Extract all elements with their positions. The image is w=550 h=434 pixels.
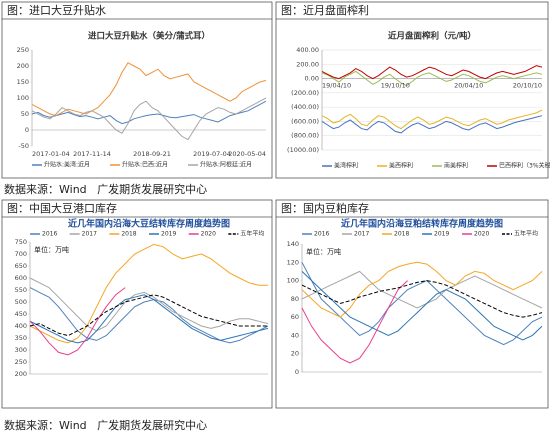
y-tick-label: 140 — [287, 240, 299, 248]
chart-title: 近月盘面榨利（元/吨） — [388, 31, 476, 42]
y-tick-label: 250 — [15, 358, 27, 366]
y-tick-label: 200 — [17, 62, 29, 70]
series-line — [29, 294, 268, 337]
series-line — [301, 280, 543, 318]
panel-border — [1, 199, 273, 409]
series-line — [301, 280, 408, 364]
series-line — [321, 109, 543, 130]
chart-title: 近几年国内沿海豆粕结转库存周度趋势图 — [341, 218, 503, 230]
y-tick-label: 40 — [291, 331, 299, 339]
y-tick-label: (600.00) — [291, 117, 319, 125]
source-note: 数据来源：Wind 广发期货发展研究中心 — [4, 418, 207, 432]
y-tick-label: 120 — [287, 258, 299, 266]
x-tick-label: 2017-01-04 — [32, 150, 70, 158]
chart-title: 进口大豆升贴水（美分/蒲式耳） — [88, 31, 210, 42]
y-tick-label: 80 — [291, 295, 299, 303]
y-tick-label: 200 — [15, 370, 27, 378]
x-tick-label: 2017-11-14 — [73, 150, 111, 158]
series-line — [301, 261, 543, 318]
chart-title: 近几年国内沿海大豆结转库存周度趋势图 — [68, 218, 230, 230]
y-tick-label: 200.00 — [296, 60, 319, 68]
legend-label: 升贴水:美湾:近月 — [44, 161, 90, 169]
y-tick-label: 650 — [15, 262, 27, 270]
legend-label: 升贴水:阿根廷:近月 — [200, 161, 252, 169]
unit-label: 单位：万吨 — [34, 245, 69, 254]
legend-label: 2016 — [42, 231, 57, 238]
y-tick-label: (400.00) — [291, 103, 319, 111]
y-tick-label: 0 — [295, 368, 299, 376]
y-tick-label: 250 — [17, 46, 29, 54]
y-tick-label: 100 — [287, 277, 299, 285]
legend-label: 五年平均 — [240, 230, 264, 238]
panel-caption: 图：中国大豆港口库存 — [7, 201, 117, 215]
y-tick-label: 550 — [15, 286, 27, 294]
legend-label: 南美榨利 — [444, 162, 468, 170]
y-tick-label: 350 — [15, 334, 27, 342]
legend-label: 美湾榨利 — [334, 162, 358, 170]
panel-border — [275, 1, 549, 179]
series-line — [31, 97, 267, 141]
source-note: 数据来源：Wind 广发期货发展研究中心 — [4, 182, 207, 196]
legend-label: 升贴水:巴西:近月 — [122, 161, 168, 169]
y-tick-label: (800.00) — [291, 132, 319, 140]
panel-caption: 图：进口大豆升贴水 — [7, 3, 106, 17]
series-line — [29, 287, 126, 356]
series-line — [29, 294, 269, 344]
x-tick-label: 20/04/10 — [454, 82, 483, 90]
series-line — [301, 262, 543, 346]
y-tick-label: 400 — [15, 322, 27, 330]
y-tick-label: 0 — [25, 126, 29, 134]
y-tick-label: 20 — [291, 350, 299, 358]
series-line — [29, 243, 268, 344]
y-tick-label: 50 — [21, 110, 29, 118]
series-line — [301, 271, 543, 341]
legend-label: 五年平均 — [514, 230, 538, 238]
unit-label: 单位：万吨 — [306, 247, 341, 256]
series-line — [321, 65, 543, 80]
panel-caption: 图：近月盘面榨利 — [281, 3, 369, 17]
x-tick-label: 2020-05-04 — [228, 150, 266, 158]
legend-label: 2017 — [82, 231, 97, 238]
x-tick-label: 19/10/10 — [381, 82, 410, 90]
legend-label: 巴西榨利（3%关税） — [499, 162, 550, 170]
legend-label: 2020 — [201, 231, 216, 238]
panel-border — [275, 199, 549, 409]
series-line — [31, 100, 267, 125]
series-line — [31, 62, 267, 117]
legend-label: 2017 — [354, 231, 369, 238]
legend-label: 2019 — [434, 231, 449, 238]
panel-caption: 图：国内豆粕库存 — [281, 201, 369, 215]
y-tick-label: 0.00 — [305, 75, 319, 83]
y-tick-label: 450 — [15, 310, 27, 318]
legend-label: 2016 — [314, 231, 329, 238]
y-tick-label: (200.00) — [291, 89, 319, 97]
legend-label: 2019 — [161, 231, 176, 238]
x-tick-label: 19/04/10 — [322, 82, 351, 90]
series-line — [301, 270, 543, 309]
legend-label: 美西榨利 — [389, 162, 413, 170]
x-tick-label: 20/10/10 — [513, 82, 542, 90]
series-line — [29, 277, 269, 332]
series-line — [29, 287, 269, 344]
y-tick-label: 300 — [15, 346, 27, 354]
y-tick-label: 600 — [15, 274, 27, 282]
y-tick-label: 500 — [15, 298, 27, 306]
y-tick-label: (1000.00) — [287, 146, 319, 154]
y-tick-label: 150 — [17, 78, 29, 86]
legend-label: 2018 — [121, 231, 136, 238]
y-tick-label: 100 — [17, 94, 29, 102]
panel-border — [1, 1, 273, 179]
series-line — [321, 115, 543, 134]
x-tick-label: 2018-09-21 — [133, 150, 171, 158]
legend-label: 2018 — [394, 231, 409, 238]
x-tick-label: 2019-07-04 — [193, 150, 231, 158]
series-line — [321, 70, 543, 87]
y-tick-label: -50 — [18, 142, 29, 150]
legend-label: 2020 — [474, 231, 489, 238]
y-tick-label: 750 — [15, 238, 27, 246]
y-tick-label: 60 — [291, 313, 299, 321]
y-tick-label: 400.00 — [296, 46, 319, 54]
y-tick-label: 700 — [15, 250, 27, 258]
